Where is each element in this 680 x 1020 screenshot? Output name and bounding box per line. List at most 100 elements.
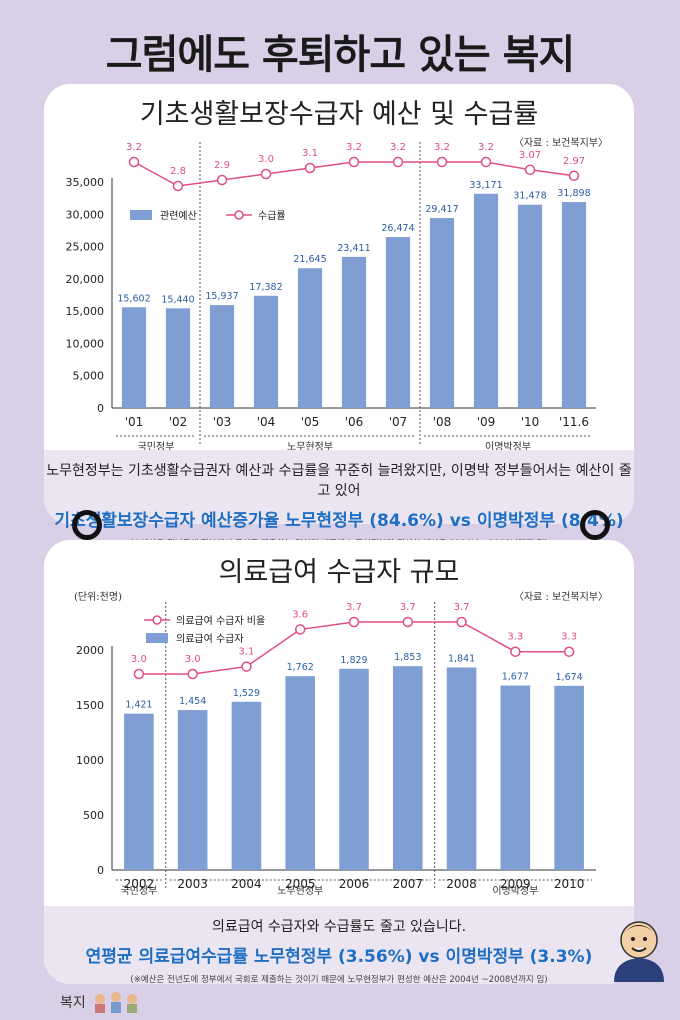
chart1-title: 기초생활보장수급자 예산 및 수급률 <box>139 99 539 130</box>
y-tick-label: 5,000 <box>73 370 105 383</box>
rate-value-label: 2.8 <box>170 166 186 177</box>
x-tick-label: 2009 <box>500 877 531 891</box>
y-tick-label: 1000 <box>76 754 104 767</box>
chart2-title: 의료급여 수급자 규모 <box>218 557 460 588</box>
rate-point <box>172 180 184 192</box>
bar <box>561 202 587 408</box>
rate-value-label: 3.3 <box>561 632 577 643</box>
bar <box>121 307 147 408</box>
bar-value-label: 15,937 <box>205 291 238 302</box>
y-tick-label: 30,000 <box>66 208 105 221</box>
bar-value-label: 1,853 <box>394 652 421 663</box>
bar <box>177 710 208 870</box>
rate-value-label: 3.3 <box>507 632 523 643</box>
rate-value-label: 3.7 <box>454 602 470 613</box>
legend-bar-swatch <box>130 210 152 220</box>
rate-point <box>348 156 360 168</box>
bar <box>124 713 154 870</box>
x-tick-label: 2008 <box>446 877 477 891</box>
bar <box>341 256 367 408</box>
bar-value-label: 1,829 <box>340 655 367 666</box>
legend-line-marker <box>152 615 162 625</box>
y-tick-label: 0 <box>97 864 104 877</box>
bar-value-label: 26,474 <box>381 223 414 234</box>
rate-value-label: 3.0 <box>258 154 274 165</box>
y-tick-label: 15,000 <box>66 305 105 318</box>
bar <box>339 668 369 870</box>
legend-label: 관련예산 <box>160 210 197 222</box>
legend-label: 의료급여 수급자 비율 <box>176 615 265 627</box>
y-tick-label: 1500 <box>76 699 104 712</box>
rate-point <box>392 156 404 168</box>
rate-point <box>436 156 448 168</box>
rate-value-label: 3.2 <box>478 142 494 153</box>
rate-point <box>294 624 306 635</box>
chart2-note-line1: 의료급여 수급자와 수급률도 줄고 있습니다. <box>211 919 467 935</box>
family-icon <box>95 992 138 1013</box>
y-tick-label: 25,000 <box>66 241 105 254</box>
bar <box>473 193 499 408</box>
bar <box>297 268 323 408</box>
rate-value-label: 3.0 <box>185 654 201 665</box>
x-tick-label: '10 <box>521 415 540 429</box>
chart1-source: 〈자료 : 보건복지부〉 <box>513 138 608 149</box>
rate-point <box>241 661 252 672</box>
rate-point <box>480 156 492 168</box>
rate-value-label: 3.7 <box>400 602 416 613</box>
rate-value-label: 3.1 <box>302 148 318 159</box>
bar-value-label: 1,454 <box>179 696 206 707</box>
rate-value-label: 3.7 <box>346 602 362 613</box>
rate-value-label: 3.2 <box>390 142 406 153</box>
y-tick-label: 10,000 <box>66 337 105 350</box>
x-tick-label: '01 <box>125 415 144 429</box>
chart2-note: 의료급여 수급자와 수급률도 줄고 있습니다. 연평균 의료급여수급률 노무현정… <box>44 906 634 985</box>
legend-label: 의료급여 수급자 <box>176 633 244 645</box>
bar <box>209 305 235 408</box>
rate-point <box>524 164 536 176</box>
bar <box>231 701 262 870</box>
chart2-note-line3: (※예산은 전년도에 정부에서 국회로 제출하는 것이기 때문에 노무현정부가 … <box>130 975 548 985</box>
x-tick-label: '08 <box>433 415 452 429</box>
bar-value-label: 1,529 <box>233 688 260 699</box>
rate-value-label: 3.2 <box>346 142 362 153</box>
bar <box>285 676 316 870</box>
group-label: 노무현정부 <box>277 885 323 897</box>
bar <box>500 685 531 870</box>
rate-value-label: 3.07 <box>519 150 541 161</box>
x-tick-label: 2005 <box>285 877 316 891</box>
legend-line-marker <box>234 210 244 220</box>
rate-point <box>510 646 521 657</box>
chart2-note-line2: 연평균 의료급여수급률 노무현정부 (3.56%) vs 이명박정부 (3.3%… <box>85 947 593 967</box>
legend-label: 수급률 <box>258 210 286 222</box>
legend-bar-swatch <box>146 633 168 643</box>
rate-point <box>348 616 360 628</box>
y-tick-label: 2000 <box>76 644 104 657</box>
footer-label: 복지 <box>60 992 146 1014</box>
bar-value-label: 1,421 <box>125 700 152 711</box>
bar-value-label: 15,440 <box>161 294 194 305</box>
chart1-note-line1: 노무현정부는 기초생활수급권자 예산과 수급률을 꾸준히 늘려왔지만, 이명박 … <box>46 463 632 499</box>
bar-value-label: 23,411 <box>337 243 370 254</box>
x-tick-label: '11.6 <box>559 415 589 429</box>
bar-value-label: 33,171 <box>469 180 502 191</box>
group-label: 국민정부 <box>120 885 157 897</box>
bar-value-label: 31,898 <box>557 188 590 199</box>
page-title: 그럼에도 후퇴하고 있는 복지 <box>105 32 575 78</box>
bar <box>446 667 477 870</box>
x-tick-label: '07 <box>389 415 408 429</box>
y-tick-label: 20,000 <box>66 273 105 286</box>
x-tick-label: '06 <box>345 415 364 429</box>
rate-value-label: 2.97 <box>563 156 585 167</box>
budget-chart: 35,000 30,000 25,000 20,000 15,000 10,000 5,00… <box>66 142 596 453</box>
bar-value-label: 29,417 <box>425 204 458 215</box>
x-tick-label: 2002 <box>124 877 155 891</box>
bar <box>392 666 423 870</box>
bar-value-label: 1,677 <box>502 672 529 683</box>
chart2-source: 〈자료 : 보건복지부〉 <box>513 592 608 603</box>
bar <box>554 685 584 870</box>
bar <box>517 204 543 408</box>
x-tick-label: 2003 <box>177 877 208 891</box>
rate-value-label: 2.9 <box>214 160 230 171</box>
rate-point <box>128 156 140 168</box>
bar-value-label: 1,841 <box>448 653 475 664</box>
